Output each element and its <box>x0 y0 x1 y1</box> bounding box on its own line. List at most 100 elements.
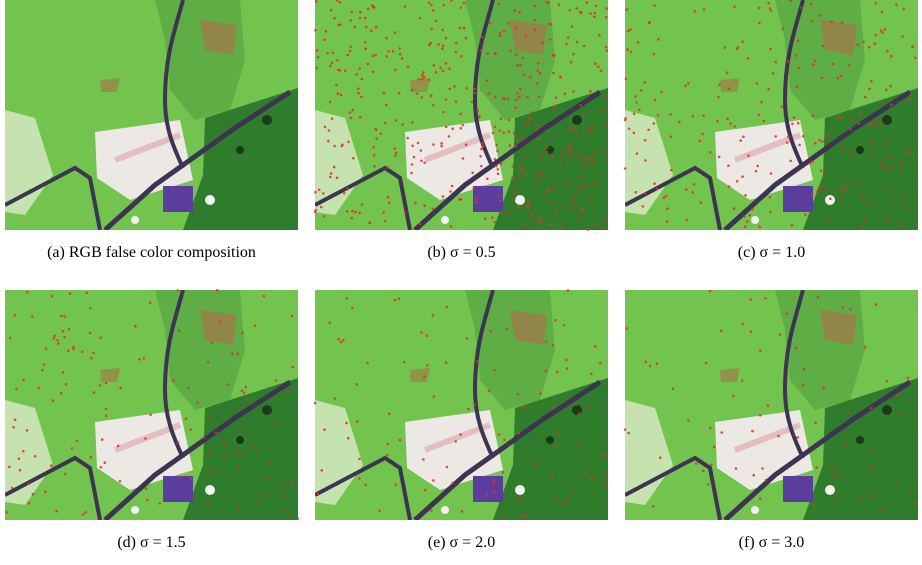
red-marker <box>465 87 468 90</box>
red-marker <box>518 432 521 435</box>
red-marker <box>480 165 483 168</box>
red-marker <box>857 43 860 46</box>
red-marker <box>692 115 695 118</box>
red-marker <box>743 215 746 218</box>
red-marker <box>720 431 723 434</box>
red-marker <box>653 122 656 125</box>
red-marker <box>824 172 827 175</box>
red-marker <box>858 122 861 125</box>
red-marker <box>526 96 529 99</box>
red-marker <box>546 147 549 150</box>
red-marker <box>476 360 479 363</box>
red-marker <box>900 223 903 226</box>
red-marker <box>755 170 758 173</box>
red-marker <box>848 64 851 67</box>
red-marker <box>882 166 885 169</box>
red-marker <box>494 126 497 129</box>
red-marker <box>890 103 893 106</box>
red-marker <box>422 71 425 74</box>
satellite-image <box>315 0 608 230</box>
red-marker <box>508 119 511 122</box>
red-marker <box>513 186 516 189</box>
red-marker <box>901 35 904 38</box>
red-marker <box>905 207 908 210</box>
red-marker <box>701 133 704 136</box>
red-marker <box>203 436 206 439</box>
red-marker <box>317 56 320 59</box>
red-marker <box>840 75 843 78</box>
red-marker <box>428 2 431 5</box>
red-marker <box>770 172 773 175</box>
red-marker <box>350 217 353 220</box>
red-marker <box>841 187 844 190</box>
red-marker <box>527 208 530 211</box>
red-marker <box>516 64 519 67</box>
red-marker <box>448 88 451 91</box>
red-marker <box>441 29 444 32</box>
red-marker <box>762 120 765 123</box>
red-marker <box>735 467 738 470</box>
red-marker <box>211 342 214 345</box>
red-marker <box>403 361 406 364</box>
panel <box>314 289 608 520</box>
red-marker <box>494 52 497 55</box>
red-marker <box>145 487 148 490</box>
red-marker <box>526 124 529 127</box>
red-marker <box>868 46 871 49</box>
red-marker <box>563 504 566 507</box>
red-marker <box>573 208 576 211</box>
red-marker <box>394 154 397 157</box>
red-marker <box>254 324 257 327</box>
red-marker <box>535 172 538 175</box>
red-marker <box>259 501 262 504</box>
red-marker <box>751 430 754 433</box>
red-marker <box>315 67 318 70</box>
red-marker <box>566 499 569 502</box>
red-marker <box>514 9 517 12</box>
red-marker <box>459 113 462 116</box>
red-marker <box>524 171 527 174</box>
red-marker <box>333 17 336 20</box>
red-marker <box>881 11 884 14</box>
red-marker <box>404 211 407 214</box>
red-marker <box>474 197 477 200</box>
red-marker <box>536 128 539 131</box>
red-marker <box>518 11 521 14</box>
red-marker <box>640 89 643 92</box>
red-marker <box>872 494 875 497</box>
red-marker <box>779 333 782 336</box>
red-marker <box>237 466 240 469</box>
red-marker <box>31 315 34 318</box>
red-marker <box>864 96 867 99</box>
red-marker <box>627 30 630 33</box>
red-marker <box>281 483 284 486</box>
red-marker <box>15 388 18 391</box>
red-marker <box>886 142 889 145</box>
red-marker <box>119 480 122 483</box>
red-marker <box>770 10 773 13</box>
red-marker <box>837 473 840 476</box>
red-marker <box>370 29 373 32</box>
red-marker <box>382 211 385 214</box>
red-marker <box>22 379 25 382</box>
red-marker <box>879 100 882 103</box>
red-marker <box>401 57 404 60</box>
red-marker <box>626 48 629 51</box>
red-marker <box>460 6 463 9</box>
red-marker <box>522 138 525 141</box>
red-marker <box>149 414 152 417</box>
red-marker <box>568 181 571 184</box>
red-marker <box>901 168 904 171</box>
red-marker <box>430 95 433 98</box>
red-marker <box>864 219 867 222</box>
red-marker <box>500 211 503 214</box>
red-marker <box>536 69 539 72</box>
red-marker <box>105 382 108 385</box>
red-marker <box>432 9 435 12</box>
red-marker <box>733 6 736 9</box>
red-marker <box>905 152 908 155</box>
red-marker <box>284 495 287 498</box>
red-marker <box>384 220 387 223</box>
red-marker <box>566 367 569 370</box>
red-marker <box>729 122 732 125</box>
